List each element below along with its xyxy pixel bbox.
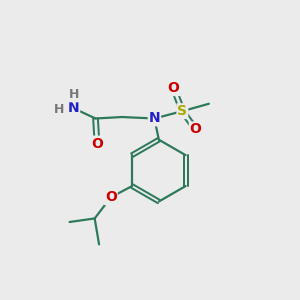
Text: N: N: [68, 101, 79, 115]
Text: S: S: [177, 104, 188, 118]
Text: O: O: [190, 122, 202, 136]
Text: H: H: [53, 103, 64, 116]
Text: O: O: [105, 190, 117, 204]
Text: H: H: [69, 88, 79, 101]
Text: O: O: [91, 136, 103, 151]
Text: O: O: [168, 81, 179, 95]
Text: N: N: [148, 112, 160, 125]
